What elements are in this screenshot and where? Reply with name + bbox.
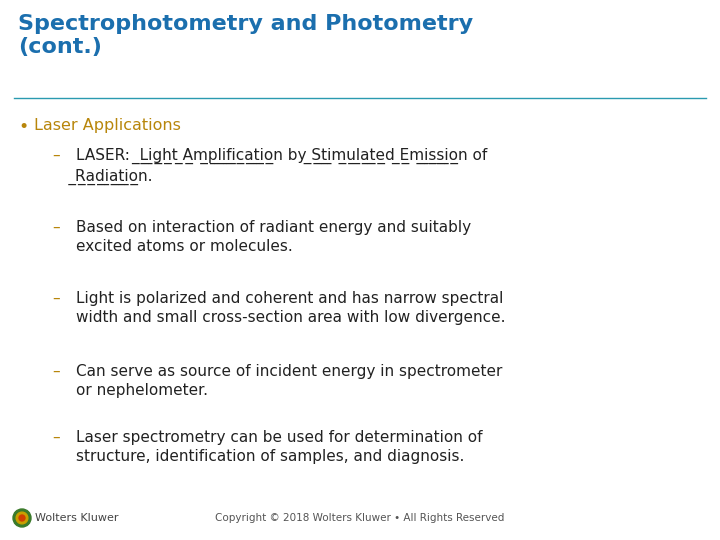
Text: –: – xyxy=(52,364,60,379)
Text: Based on interaction of radiant energy and suitably
excited atoms or molecules.: Based on interaction of radiant energy a… xyxy=(76,220,471,254)
Text: Can serve as source of incident energy in spectrometer
or nephelometer.: Can serve as source of incident energy i… xyxy=(76,364,503,398)
Text: –: – xyxy=(52,430,60,445)
Text: Wolters Kluwer: Wolters Kluwer xyxy=(35,513,119,523)
Circle shape xyxy=(16,512,28,524)
Circle shape xyxy=(19,515,25,521)
Circle shape xyxy=(13,509,31,527)
Text: Laser spectrometry can be used for determination of
structure, identification of: Laser spectrometry can be used for deter… xyxy=(76,430,482,464)
Text: –: – xyxy=(52,291,60,306)
Text: Copyright © 2018 Wolters Kluwer • All Rights Reserved: Copyright © 2018 Wolters Kluwer • All Ri… xyxy=(215,513,505,523)
Text: –: – xyxy=(52,220,60,235)
Text: LASER:  ̲L̲i̲g̲h̲t ̲A̲m̲p̲l̲i̲f̲i̲c̲a̲t̲i̲o̲n by ̲S̲t̲i̲m̲u̲l̲a̲t̲e̲d ̲E̲m̲i̲s̲s: LASER: ̲L̲i̲g̲h̲t ̲A̲m̲p̲l̲i̲f̲i̲c̲a̲t̲i… xyxy=(76,148,487,185)
Text: Light is polarized and coherent and has narrow spectral
width and small cross-se: Light is polarized and coherent and has … xyxy=(76,291,505,325)
Text: –: – xyxy=(52,148,60,163)
Text: •: • xyxy=(18,118,28,136)
Text: Spectrophotometry and Photometry
(cont.): Spectrophotometry and Photometry (cont.) xyxy=(18,14,473,57)
Text: Laser Applications: Laser Applications xyxy=(34,118,181,133)
